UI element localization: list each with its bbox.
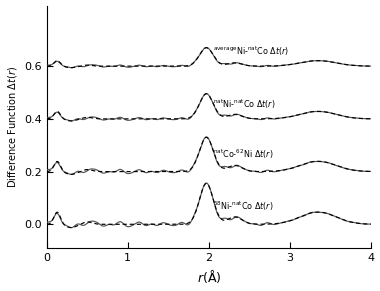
Text: $^{\rm nat}$Co-$^{62}$Ni $\Delta\mathit{t}(r)$: $^{\rm nat}$Co-$^{62}$Ni $\Delta\mathit{… xyxy=(213,148,273,161)
Text: $^{58}$Ni-$^{\rm nat}$Co $\Delta\mathit{t}(r)$: $^{58}$Ni-$^{\rm nat}$Co $\Delta\mathit{… xyxy=(213,199,273,212)
Text: $^{\rm average}$Ni-$^{\rm nat}$Co $\Delta\mathit{t}(r)$: $^{\rm average}$Ni-$^{\rm nat}$Co $\Delt… xyxy=(213,45,289,58)
Y-axis label: Difference Function $\Delta\mathit{t}(r)$: Difference Function $\Delta\mathit{t}(r)… xyxy=(6,66,19,188)
X-axis label: $r$($\rm\AA$): $r$($\rm\AA$) xyxy=(196,268,221,285)
Text: $^{\rm nat}$Ni-$^{\rm nat}$Co $\Delta\mathit{t}(r)$: $^{\rm nat}$Ni-$^{\rm nat}$Co $\Delta\ma… xyxy=(213,98,276,111)
